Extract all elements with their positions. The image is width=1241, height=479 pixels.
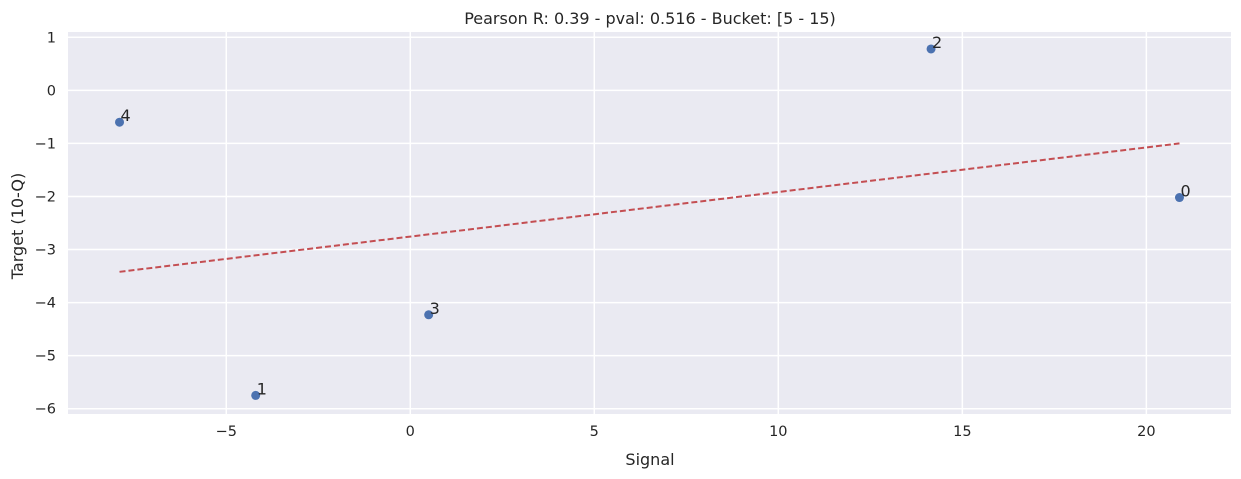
y-tick-label: 0 — [47, 83, 56, 99]
data-point-2 — [926, 44, 936, 54]
y-gridlines — [68, 36, 1231, 410]
y-tick-label: −4 — [35, 296, 56, 312]
y-tick-label: −5 — [35, 349, 56, 365]
data-point-3 — [424, 310, 434, 320]
x-tick-label: 5 — [590, 424, 599, 440]
y-tick-label: −6 — [35, 402, 56, 418]
point-label-2: 2 — [932, 33, 942, 52]
plot-area — [68, 32, 1231, 414]
point-label-1: 1 — [257, 379, 267, 398]
y-axis-label: Target (10-Q) — [8, 173, 27, 280]
data-point-1 — [251, 390, 261, 400]
y-tick-label: 1 — [47, 30, 56, 46]
y-tick-label: −1 — [35, 136, 56, 152]
x-tick-label: 10 — [769, 424, 787, 440]
y-tick-label: −3 — [35, 243, 56, 259]
data-points — [115, 44, 1184, 400]
point-labels: 0 1 2 3 4 — [121, 33, 1191, 398]
data-point-0 — [1174, 193, 1184, 203]
point-label-3: 3 — [430, 299, 440, 318]
chart-title: Pearson R: 0.39 - pval: 0.516 - Bucket: … — [464, 9, 836, 28]
x-axis-label: Signal — [625, 450, 674, 469]
y-tick-label: −2 — [35, 189, 56, 205]
trendline — [119, 142, 1180, 273]
x-tick-label: −5 — [216, 424, 237, 440]
y-tick-labels: 1 0 −1 −2 −3 −4 −5 −6 — [35, 30, 56, 417]
x-tick-label: 15 — [953, 424, 971, 440]
x-tick-label: 20 — [1137, 424, 1155, 440]
x-tick-label: 0 — [406, 424, 415, 440]
point-label-4: 4 — [121, 106, 131, 125]
data-point-4 — [115, 117, 125, 127]
x-tick-labels: −5 0 5 10 15 20 — [216, 424, 1156, 440]
point-label-0: 0 — [1180, 182, 1190, 201]
x-gridlines — [225, 32, 1148, 414]
